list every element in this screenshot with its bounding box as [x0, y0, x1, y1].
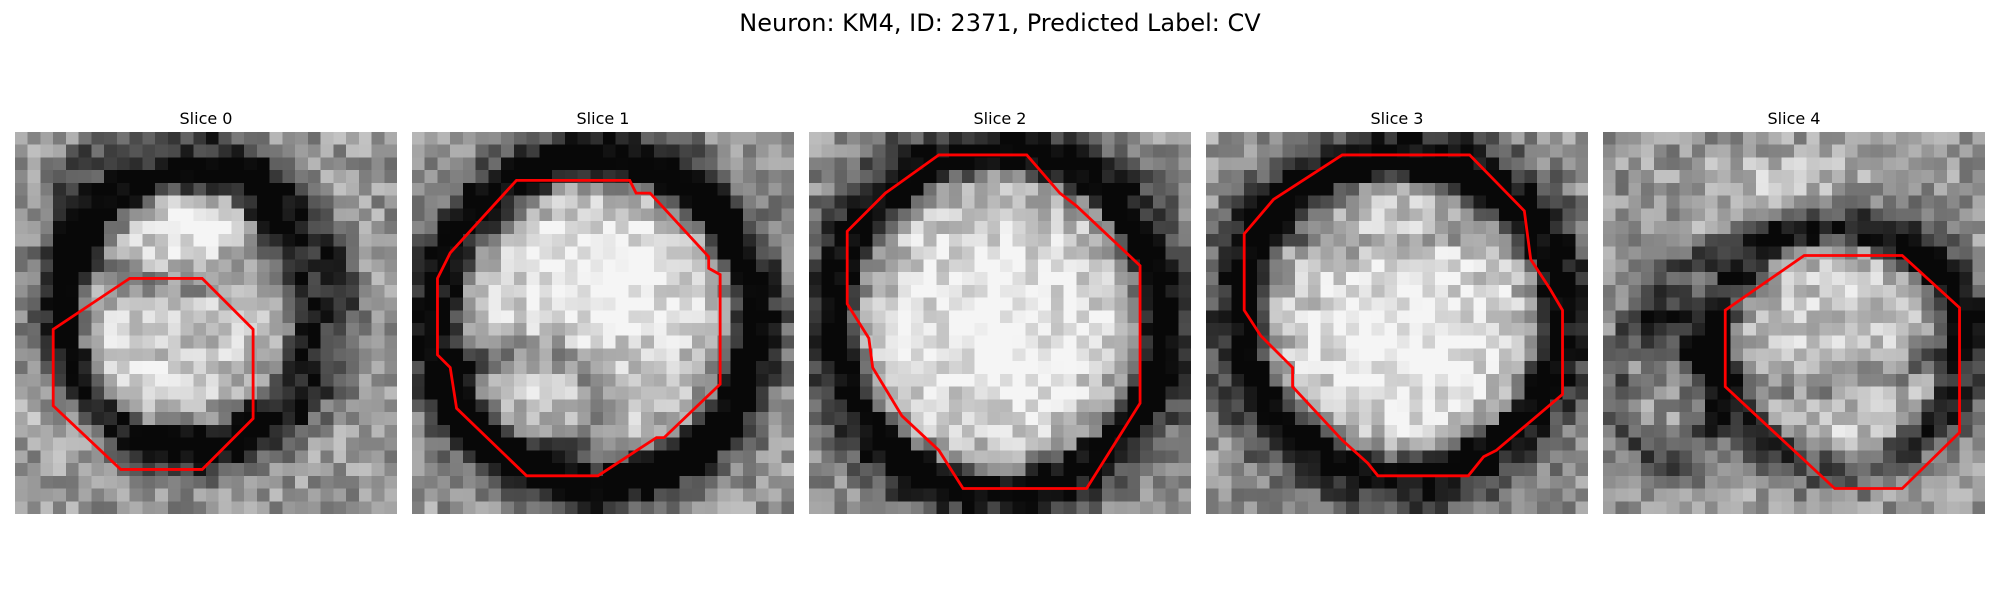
slice-title: Slice 2: [973, 109, 1027, 128]
slice-title: Slice 1: [576, 109, 630, 128]
slice-panel-4: Slice 4: [1603, 108, 1985, 514]
slice-panel-3: Slice 3: [1206, 108, 1588, 514]
slice-title: Slice 3: [1370, 109, 1424, 128]
vesicle-outline: [436, 178, 722, 478]
slice-image: [15, 132, 397, 514]
slice-panel-1: Slice 1: [412, 108, 794, 514]
vesicle-outline: [1242, 153, 1564, 478]
figure-title: Neuron: KM4, ID: 2371, Predicted Label: …: [739, 9, 1261, 37]
slice-panel-0: Slice 0: [15, 108, 397, 514]
slice-image: [412, 132, 794, 514]
vesicle-outline: [845, 153, 1142, 490]
slice-image: [1206, 132, 1588, 514]
slice-panel-2: Slice 2: [809, 108, 1191, 514]
slice-title: Slice 0: [179, 109, 233, 128]
slice-title: Slice 4: [1767, 109, 1821, 128]
slice-image: [809, 132, 1191, 514]
vesicle-outline: [51, 277, 255, 471]
vesicle-outline: [1723, 254, 1961, 490]
slice-image: [1603, 132, 1985, 514]
